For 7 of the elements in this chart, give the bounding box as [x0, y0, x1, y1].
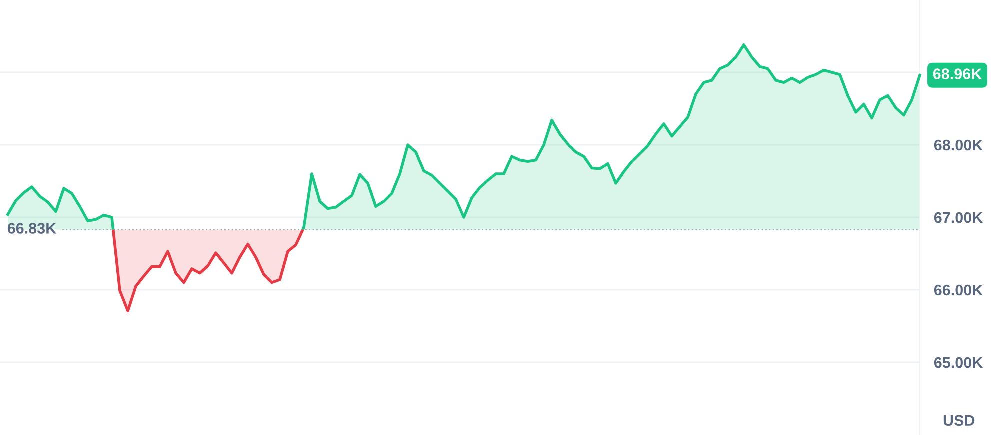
ref-line-label: 66.83K [8, 223, 56, 234]
y-tick-label: 67.00K [934, 212, 984, 224]
y-tick-label: 68.00K [934, 140, 984, 151]
y-axis-title: USD [944, 415, 975, 426]
y-tick-label: 65.00K [934, 357, 984, 368]
text: 68.96K [933, 68, 982, 80]
y-tick-label: 66.00K [934, 284, 984, 296]
